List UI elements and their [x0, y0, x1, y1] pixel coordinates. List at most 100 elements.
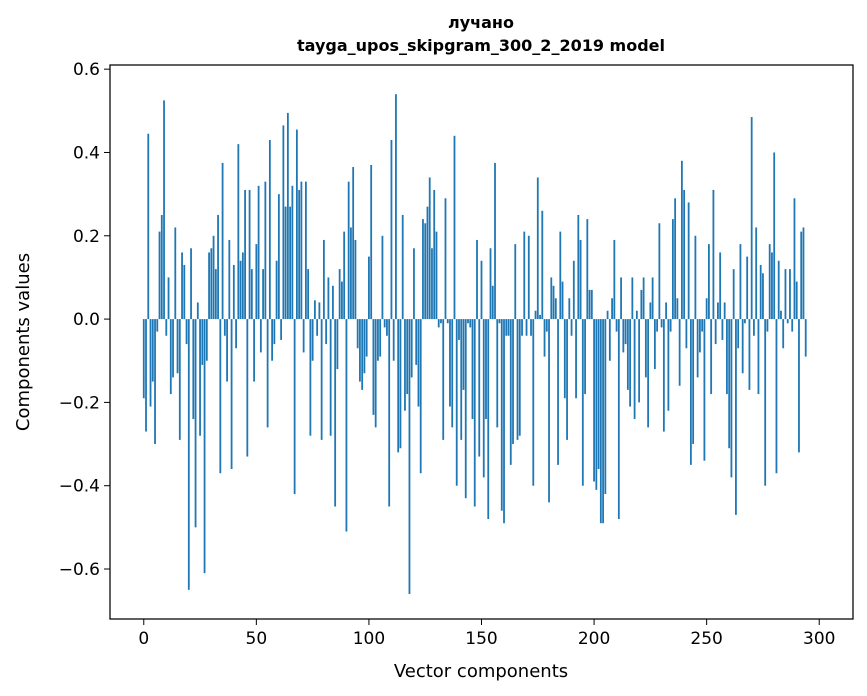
- x-tick-label: 150: [465, 629, 497, 649]
- bar: [714, 319, 717, 345]
- bar: [473, 319, 476, 507]
- bar: [334, 319, 337, 507]
- bar: [753, 319, 755, 336]
- bar: [735, 319, 737, 515]
- bar: [793, 198, 796, 320]
- bar: [532, 319, 535, 486]
- bar: [232, 264, 235, 320]
- bar: [210, 248, 213, 320]
- bar: [554, 298, 557, 320]
- bar: [496, 319, 499, 428]
- bar: [467, 319, 469, 324]
- bar: [692, 319, 695, 445]
- bar: [550, 277, 553, 320]
- bar: [500, 319, 503, 511]
- bar: [777, 260, 780, 320]
- bar: [521, 319, 523, 336]
- bar: [696, 319, 699, 378]
- bar: [257, 185, 260, 320]
- bar: [478, 319, 481, 457]
- bar: [300, 181, 303, 320]
- bar: [401, 214, 404, 320]
- bar: [352, 167, 355, 320]
- bar: [415, 319, 418, 365]
- bar: [633, 319, 636, 420]
- bar: [241, 252, 244, 320]
- bar: [620, 277, 622, 320]
- bar: [237, 144, 240, 320]
- bar: [552, 285, 555, 320]
- bar: [377, 319, 379, 361]
- bar: [262, 269, 264, 320]
- bar: [395, 94, 397, 320]
- bar: [284, 206, 287, 320]
- bar: [773, 152, 776, 320]
- bar: [165, 319, 168, 336]
- bar: [635, 310, 638, 320]
- bar: [313, 300, 316, 320]
- x-tick-label: 0: [138, 629, 149, 649]
- bar: [341, 281, 343, 320]
- bar: [586, 219, 589, 320]
- bar: [629, 319, 631, 407]
- bar: [757, 319, 760, 395]
- bar: [361, 319, 364, 390]
- bar: [581, 319, 584, 486]
- bar: [732, 269, 735, 320]
- bar: [208, 252, 210, 320]
- bar: [291, 185, 294, 320]
- bar: [660, 319, 663, 328]
- bar: [662, 319, 665, 432]
- bar: [280, 319, 283, 340]
- bar: [149, 319, 152, 407]
- bar: [329, 319, 332, 436]
- bar: [309, 319, 312, 436]
- bar: [386, 319, 388, 336]
- bar: [154, 319, 156, 445]
- bar: [665, 302, 668, 320]
- bar: [388, 319, 391, 507]
- bar: [255, 244, 258, 320]
- bar: [615, 319, 618, 332]
- bar: [671, 219, 674, 320]
- y-tick-label: −0.6: [59, 560, 100, 580]
- y-axis-label: Components values: [13, 253, 34, 431]
- bar: [289, 206, 292, 320]
- bar: [656, 319, 659, 332]
- bar: [426, 206, 429, 320]
- bar: [271, 319, 274, 361]
- bar: [764, 319, 767, 486]
- bar: [359, 319, 361, 382]
- bar: [750, 117, 753, 320]
- bar: [669, 319, 672, 332]
- bar: [327, 277, 330, 320]
- bar: [482, 319, 485, 478]
- bar: [730, 319, 733, 478]
- bar: [658, 223, 661, 320]
- bar: [181, 252, 183, 320]
- bar: [446, 319, 449, 324]
- bar: [343, 231, 346, 320]
- chart-title: лучано: [448, 13, 514, 32]
- bar: [536, 177, 539, 320]
- bar: [167, 277, 170, 320]
- plot-frame: [109, 64, 854, 620]
- bar: [597, 319, 600, 470]
- y-tick-label: 0.6: [73, 60, 100, 80]
- y-tick-label: 0.2: [73, 227, 100, 247]
- bar: [593, 319, 595, 482]
- bar: [516, 319, 519, 440]
- bar: [160, 214, 163, 320]
- bar: [190, 248, 192, 320]
- bar: [494, 162, 496, 320]
- bar: [246, 319, 249, 457]
- bar: [699, 319, 701, 353]
- bar: [608, 319, 611, 361]
- bar: [422, 219, 424, 320]
- bar: [431, 248, 433, 320]
- bar: [320, 319, 323, 440]
- bar: [365, 319, 368, 357]
- bar: [266, 319, 269, 428]
- bar: [782, 319, 785, 349]
- bar: [268, 139, 271, 320]
